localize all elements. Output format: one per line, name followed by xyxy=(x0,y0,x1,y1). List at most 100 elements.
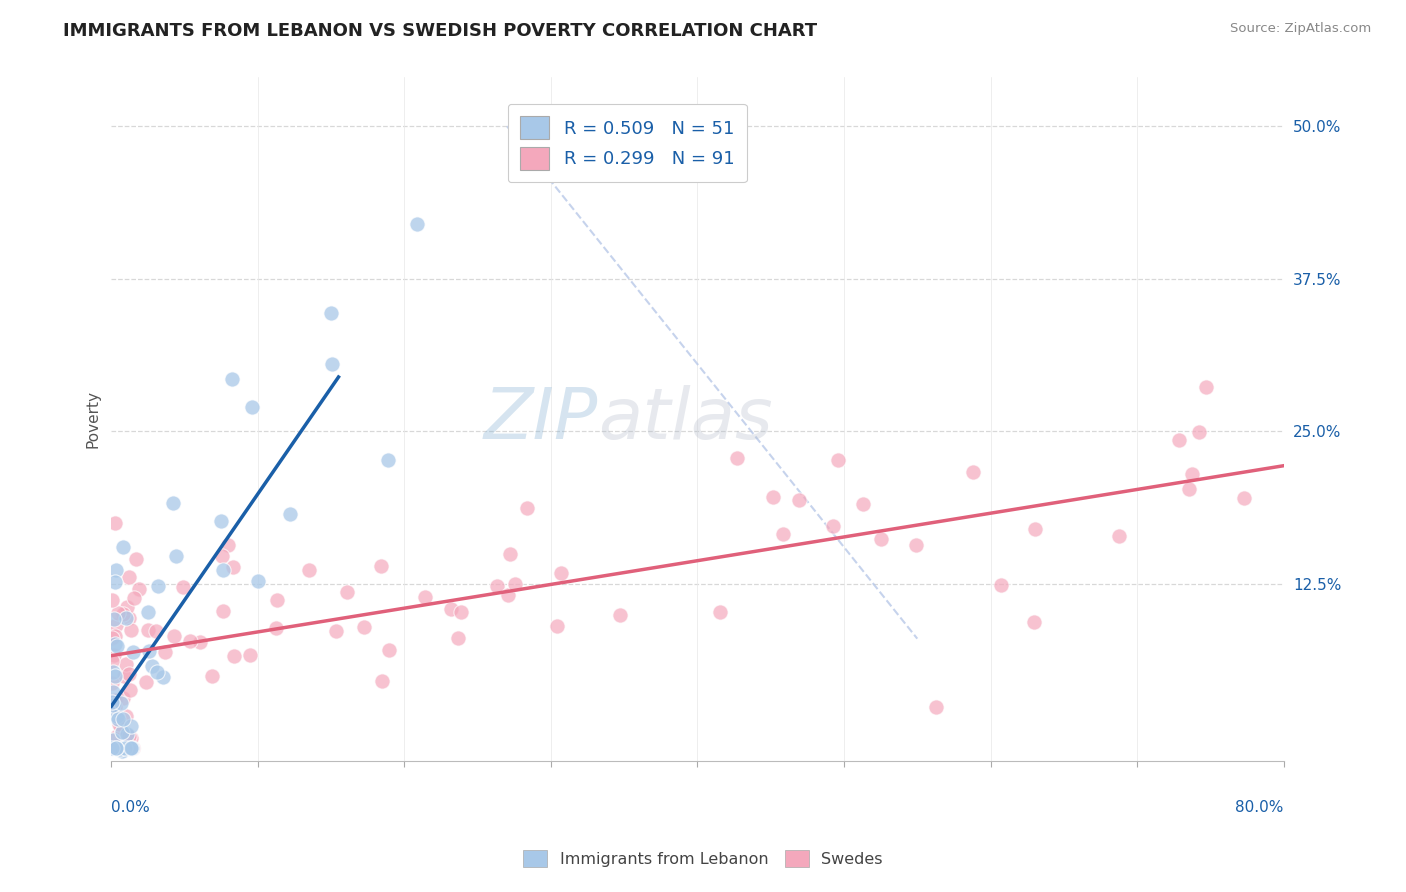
Point xyxy=(278,507,301,521)
Point xyxy=(105,741,128,756)
Text: Source: ZipAtlas.com: Source: ZipAtlas.com xyxy=(1230,22,1371,36)
Point xyxy=(101,698,124,712)
Point xyxy=(546,619,568,633)
Point xyxy=(266,593,288,607)
Point xyxy=(146,579,169,593)
Point xyxy=(990,578,1012,592)
Point xyxy=(377,453,399,467)
Point xyxy=(124,551,146,566)
Point xyxy=(112,691,135,706)
Point xyxy=(772,527,794,541)
Point xyxy=(1233,491,1256,506)
Point xyxy=(120,624,142,638)
Point xyxy=(104,575,127,590)
Point xyxy=(550,566,572,580)
Point xyxy=(136,623,159,637)
Point xyxy=(179,634,201,648)
Point xyxy=(221,372,243,386)
Point xyxy=(609,608,631,623)
Point xyxy=(120,731,142,746)
Point xyxy=(1108,529,1130,543)
Point xyxy=(172,580,194,594)
Point xyxy=(108,717,131,731)
Point xyxy=(321,357,343,371)
Point xyxy=(152,670,174,684)
Point xyxy=(450,605,472,619)
Point xyxy=(118,729,141,743)
Point xyxy=(325,624,347,639)
Text: 0.0%: 0.0% xyxy=(111,799,150,814)
Point xyxy=(1024,522,1046,536)
Point xyxy=(105,741,128,756)
Point xyxy=(101,676,124,690)
Point xyxy=(266,621,288,635)
Point xyxy=(165,549,187,564)
Point xyxy=(112,668,135,682)
Point xyxy=(104,668,127,682)
Point xyxy=(101,631,124,645)
Legend: Immigrants from Lebanon, Swedes: Immigrants from Lebanon, Swedes xyxy=(517,844,889,873)
Point xyxy=(827,453,849,467)
Point xyxy=(787,492,810,507)
Point xyxy=(222,649,245,664)
Point xyxy=(105,639,128,653)
Point xyxy=(821,518,844,533)
Point xyxy=(115,657,138,671)
Point xyxy=(108,742,131,756)
Point xyxy=(1022,615,1045,629)
Point xyxy=(505,577,527,591)
Y-axis label: Poverty: Poverty xyxy=(86,390,100,448)
Point xyxy=(112,540,135,554)
Point xyxy=(1178,482,1201,496)
Text: atlas: atlas xyxy=(598,384,772,453)
Point xyxy=(118,741,141,756)
Point xyxy=(103,612,125,626)
Point xyxy=(163,629,186,643)
Point xyxy=(117,741,139,756)
Point xyxy=(100,654,122,668)
Point xyxy=(105,563,128,577)
Point xyxy=(188,634,211,648)
Point xyxy=(120,718,142,732)
Point xyxy=(239,648,262,662)
Point xyxy=(211,549,233,564)
Point xyxy=(115,709,138,723)
Point xyxy=(101,665,124,679)
Point xyxy=(377,643,399,657)
Point xyxy=(101,695,124,709)
Point xyxy=(336,585,359,599)
Point xyxy=(486,578,509,592)
Point xyxy=(217,538,239,552)
Point xyxy=(353,619,375,633)
Point xyxy=(101,741,124,756)
Point xyxy=(725,451,748,466)
Point xyxy=(101,732,124,747)
Point xyxy=(101,593,124,607)
Point xyxy=(107,729,129,743)
Legend: R = 0.509   N = 51, R = 0.299   N = 91: R = 0.509 N = 51, R = 0.299 N = 91 xyxy=(508,103,747,183)
Point xyxy=(709,605,731,619)
Point xyxy=(104,629,127,643)
Point xyxy=(121,740,143,755)
Point xyxy=(117,727,139,741)
Point xyxy=(110,741,132,756)
Point xyxy=(415,590,437,604)
Point xyxy=(516,501,538,516)
Point xyxy=(124,591,146,606)
Point xyxy=(115,611,138,625)
Point xyxy=(104,693,127,707)
Point xyxy=(1195,380,1218,394)
Point xyxy=(1167,434,1189,448)
Point xyxy=(498,589,520,603)
Point xyxy=(446,631,468,645)
Point xyxy=(136,605,159,619)
Point xyxy=(117,570,139,584)
Point xyxy=(222,560,245,574)
Point xyxy=(870,532,893,546)
Point xyxy=(924,700,946,714)
Point xyxy=(247,574,270,588)
Point xyxy=(118,666,141,681)
Point xyxy=(112,607,135,621)
Point xyxy=(904,538,927,552)
Text: IMMIGRANTS FROM LEBANON VS SWEDISH POVERTY CORRELATION CHART: IMMIGRANTS FROM LEBANON VS SWEDISH POVER… xyxy=(63,22,817,40)
